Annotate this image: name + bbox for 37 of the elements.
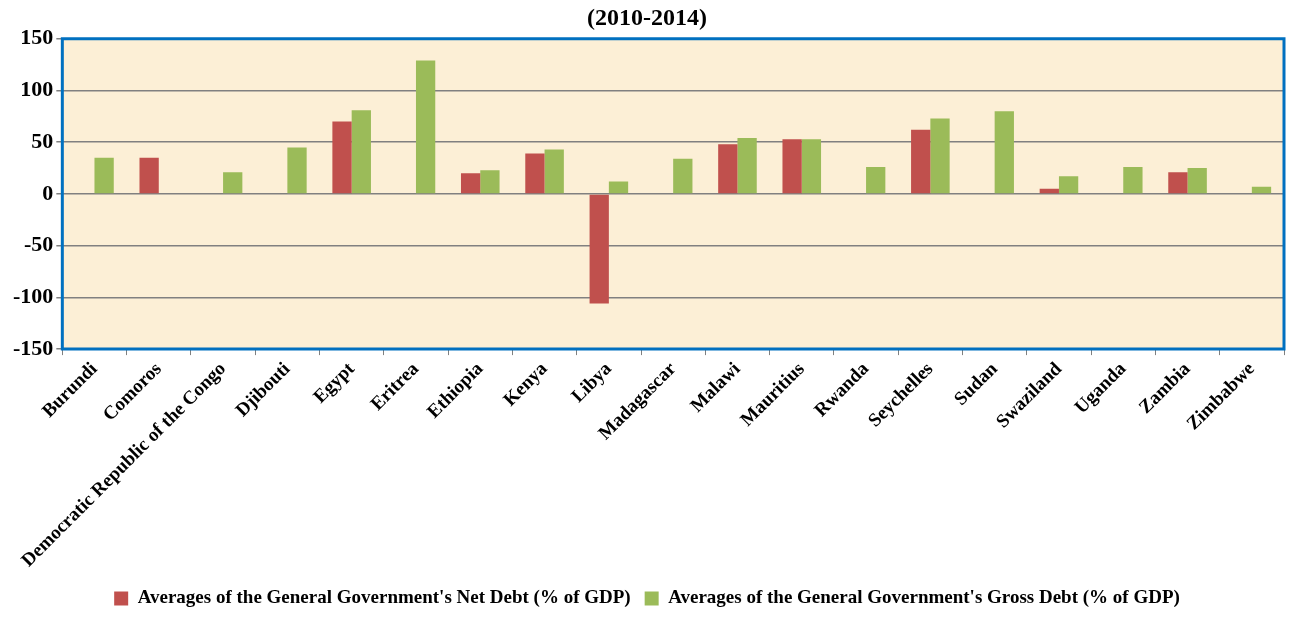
bar bbox=[480, 170, 500, 194]
bar bbox=[608, 181, 629, 194]
bar bbox=[287, 147, 307, 194]
bar bbox=[718, 144, 738, 194]
bar bbox=[866, 167, 886, 194]
bar bbox=[460, 173, 481, 194]
bar bbox=[415, 60, 436, 194]
bar bbox=[911, 129, 931, 194]
legend-label: Averages of the General Government's Net Debt (% of GDP) bbox=[137, 586, 631, 609]
bar bbox=[737, 138, 757, 194]
y-tick-label: -100 bbox=[13, 283, 54, 309]
bar bbox=[930, 118, 950, 194]
bar bbox=[1123, 167, 1143, 194]
y-tick-label: -150 bbox=[13, 334, 54, 360]
bar bbox=[351, 110, 371, 194]
bar bbox=[1058, 176, 1079, 194]
bar bbox=[544, 149, 564, 194]
y-tick-label: -50 bbox=[24, 231, 54, 257]
y-tick-label: 150 bbox=[20, 24, 54, 50]
bar bbox=[1187, 168, 1207, 194]
bar bbox=[525, 153, 545, 194]
bar bbox=[782, 139, 802, 194]
bar bbox=[1168, 172, 1188, 194]
bar bbox=[94, 157, 114, 194]
chart-title: (2010-2014) bbox=[587, 3, 707, 30]
bar bbox=[223, 172, 243, 194]
bar bbox=[1251, 186, 1272, 194]
bar bbox=[139, 157, 159, 194]
legend-label: Averages of the General Government's Gross Debt (% of GDP) bbox=[668, 586, 1180, 609]
y-tick-label: 50 bbox=[31, 127, 54, 153]
bar bbox=[801, 139, 822, 194]
bar bbox=[589, 194, 609, 304]
y-tick-label: 100 bbox=[20, 76, 54, 102]
y-tick-label: 0 bbox=[42, 179, 54, 205]
bar bbox=[994, 111, 1014, 194]
bar bbox=[332, 121, 352, 194]
bar bbox=[673, 158, 693, 194]
